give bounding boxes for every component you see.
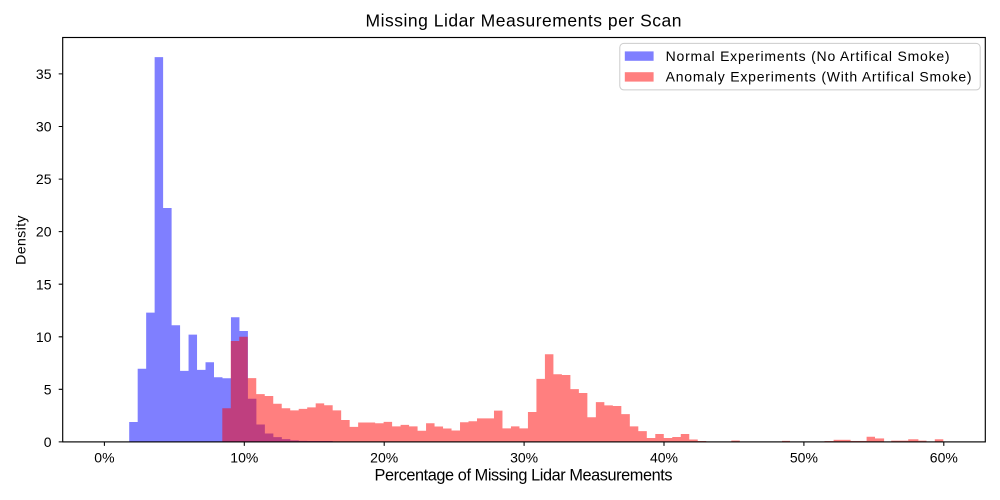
svg-text:5: 5 [44, 381, 52, 397]
svg-text:35: 35 [36, 66, 52, 82]
svg-text:20%: 20% [370, 449, 398, 465]
svg-text:Missing Lidar Measurements per: Missing Lidar Measurements per Scan [366, 11, 682, 31]
svg-text:15: 15 [36, 276, 52, 292]
svg-text:10%: 10% [230, 449, 258, 465]
svg-text:10: 10 [36, 329, 52, 345]
svg-text:Density: Density [14, 215, 30, 265]
svg-text:30: 30 [36, 119, 52, 135]
svg-text:Anomaly Experiments (With Arti: Anomaly Experiments (With Artifical Smok… [666, 69, 972, 85]
svg-text:20: 20 [36, 224, 52, 240]
svg-text:0%: 0% [94, 449, 114, 465]
svg-text:40%: 40% [650, 449, 678, 465]
svg-text:50%: 50% [790, 449, 818, 465]
svg-text:60%: 60% [930, 449, 958, 465]
svg-text:30%: 30% [510, 449, 538, 465]
svg-text:25: 25 [36, 171, 52, 187]
svg-text:Normal Experiments (No Artific: Normal Experiments (No Artifical Smoke) [666, 48, 950, 64]
svg-text:Percentage of Missing Lidar Me: Percentage of Missing Lidar Measurements [375, 467, 673, 485]
svg-text:0: 0 [44, 434, 52, 450]
